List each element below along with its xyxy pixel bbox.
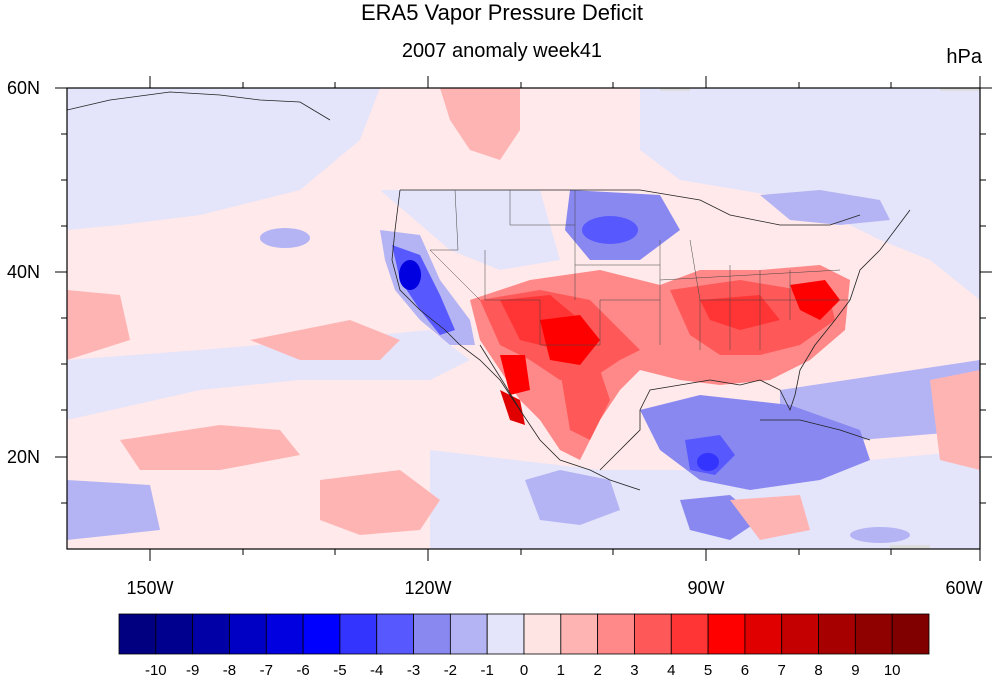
lat-label-60n: 60N bbox=[6, 78, 40, 98]
colorbar-swatch bbox=[413, 613, 451, 655]
lon-label-90w: 90W bbox=[687, 578, 725, 598]
colorbar-swatch bbox=[449, 613, 488, 655]
colorbar-tick-label: 0 bbox=[519, 662, 529, 679]
colorbar-swatch bbox=[229, 613, 267, 655]
colorbar-swatch bbox=[818, 613, 856, 655]
colorbar-tick-label: -4 bbox=[370, 662, 384, 679]
colorbar-tick-label: 3 bbox=[630, 662, 639, 679]
map-subtitle: 2007 anomaly week41 bbox=[401, 40, 603, 62]
units-label: hPa bbox=[946, 46, 982, 68]
colorbar-tick-label: -9 bbox=[185, 662, 200, 679]
colorbar-tick-label: -8 bbox=[222, 662, 237, 679]
colorbar-swatch bbox=[634, 613, 672, 655]
lat-label-20n: 20N bbox=[6, 447, 40, 467]
colorbar-swatch bbox=[891, 613, 930, 655]
colorbar-tick-label: -10 bbox=[144, 662, 167, 679]
colorbar-swatch bbox=[707, 613, 746, 655]
colorbar-swatch bbox=[781, 613, 819, 655]
colorbar-tick-label: 6 bbox=[740, 662, 750, 679]
colorbar-swatch bbox=[155, 613, 194, 655]
colorbar-tick-label: -6 bbox=[296, 662, 310, 679]
colorbar-tick-label: 5 bbox=[703, 662, 713, 679]
colorbar-swatch bbox=[486, 613, 525, 655]
colorbar-tick-label: -7 bbox=[259, 662, 273, 679]
colorbar-swatch bbox=[523, 613, 562, 655]
colorbar-swatch bbox=[118, 613, 157, 655]
lon-label-150w: 150W bbox=[126, 578, 174, 598]
missing-data-patches bbox=[660, 88, 980, 549]
colorbar-tick-label: -1 bbox=[480, 662, 494, 679]
colorbar-swatch bbox=[597, 613, 635, 655]
lon-label-120w: 120W bbox=[404, 578, 452, 598]
colorbar-tick-label: 1 bbox=[556, 662, 565, 679]
colorbar-tick-label: 8 bbox=[814, 662, 823, 679]
lon-label-60w: 60W bbox=[945, 578, 983, 598]
anomaly-field bbox=[67, 88, 980, 549]
colorbar-tick-label: -3 bbox=[406, 662, 421, 679]
colorbar-swatch bbox=[854, 613, 893, 655]
axis-ticks bbox=[55, 76, 992, 561]
colorbar-tick-label: 2 bbox=[593, 662, 602, 679]
colorbar-tick-label: 9 bbox=[851, 662, 860, 679]
colorbar-swatch bbox=[339, 613, 378, 655]
colorbar-swatch bbox=[192, 613, 230, 655]
lat-label-40n: 40N bbox=[6, 262, 40, 282]
colorbar-tick-label: 4 bbox=[667, 662, 676, 679]
colorbar-tick-label: 10 bbox=[883, 662, 901, 679]
colorbar-tick-label: -5 bbox=[333, 662, 347, 679]
colorbar-swatch bbox=[670, 613, 709, 655]
colorbar-swatch bbox=[560, 613, 599, 655]
map-title: ERA5 Vapor Pressure Deficit bbox=[360, 0, 644, 25]
coastlines bbox=[67, 91, 911, 491]
colorbar bbox=[118, 613, 930, 655]
state-boundaries bbox=[429, 189, 850, 350]
colorbar-swatch bbox=[265, 613, 304, 655]
colorbar-tick-label: 7 bbox=[777, 662, 786, 679]
colorbar-tick-label: -2 bbox=[443, 662, 458, 679]
colorbar-swatch bbox=[376, 613, 414, 655]
colorbar-swatch bbox=[302, 613, 341, 655]
colorbar-swatch bbox=[744, 613, 783, 655]
